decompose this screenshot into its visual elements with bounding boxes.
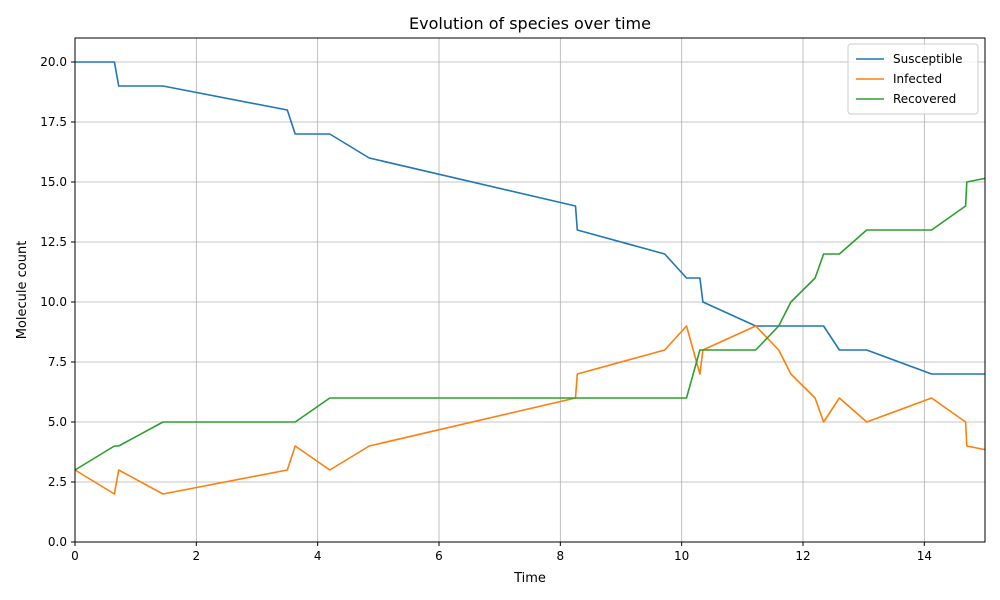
series-line-susceptible — [75, 61, 985, 375]
x-tick-label: 14 — [917, 549, 932, 563]
y-tick-label: 20.0 — [40, 55, 67, 69]
x-axis-ticks: 0 2 4 6 8 10 12 14 — [71, 542, 932, 563]
legend-label-susceptible: Susceptible — [893, 52, 962, 66]
series-line-infected — [74, 325, 986, 495]
y-tick-label: 2.5 — [48, 475, 67, 489]
y-tick-label: 17.5 — [40, 115, 67, 129]
y-axis-label: Molecule count — [15, 241, 30, 340]
x-tick-label: 8 — [557, 549, 565, 563]
y-tick-label: 0.0 — [48, 535, 67, 549]
y-tick-label: 15.0 — [40, 175, 67, 189]
y-tick-label: 12.5 — [40, 235, 67, 249]
x-tick-label: 6 — [435, 549, 443, 563]
legend-label-recovered: Recovered — [893, 92, 956, 106]
x-tick-label: 12 — [795, 549, 810, 563]
x-axis-label: Time — [513, 571, 546, 586]
y-axis-ticks: 0.0 2.5 5.0 7.5 10.0 12.5 15.0 17.5 20.0 — [40, 55, 75, 549]
x-tick-label: 2 — [193, 549, 201, 563]
x-tick-label: 4 — [314, 549, 322, 563]
y-tick-label: 5.0 — [48, 415, 67, 429]
plot-frame — [74, 37, 986, 543]
legend-box — [847, 43, 979, 115]
series-layer — [74, 61, 986, 495]
series-line-recovered — [74, 177, 986, 471]
x-tick-label: 10 — [674, 549, 689, 563]
chart-title: Evolution of species over time — [409, 14, 651, 33]
x-tick-label: 0 — [71, 549, 79, 563]
legend: Susceptible Infected Recovered — [847, 43, 979, 115]
y-tick-label: 7.5 — [48, 355, 67, 369]
y-tick-label: 10.0 — [40, 295, 67, 309]
legend-label-infected: Infected — [893, 72, 942, 86]
